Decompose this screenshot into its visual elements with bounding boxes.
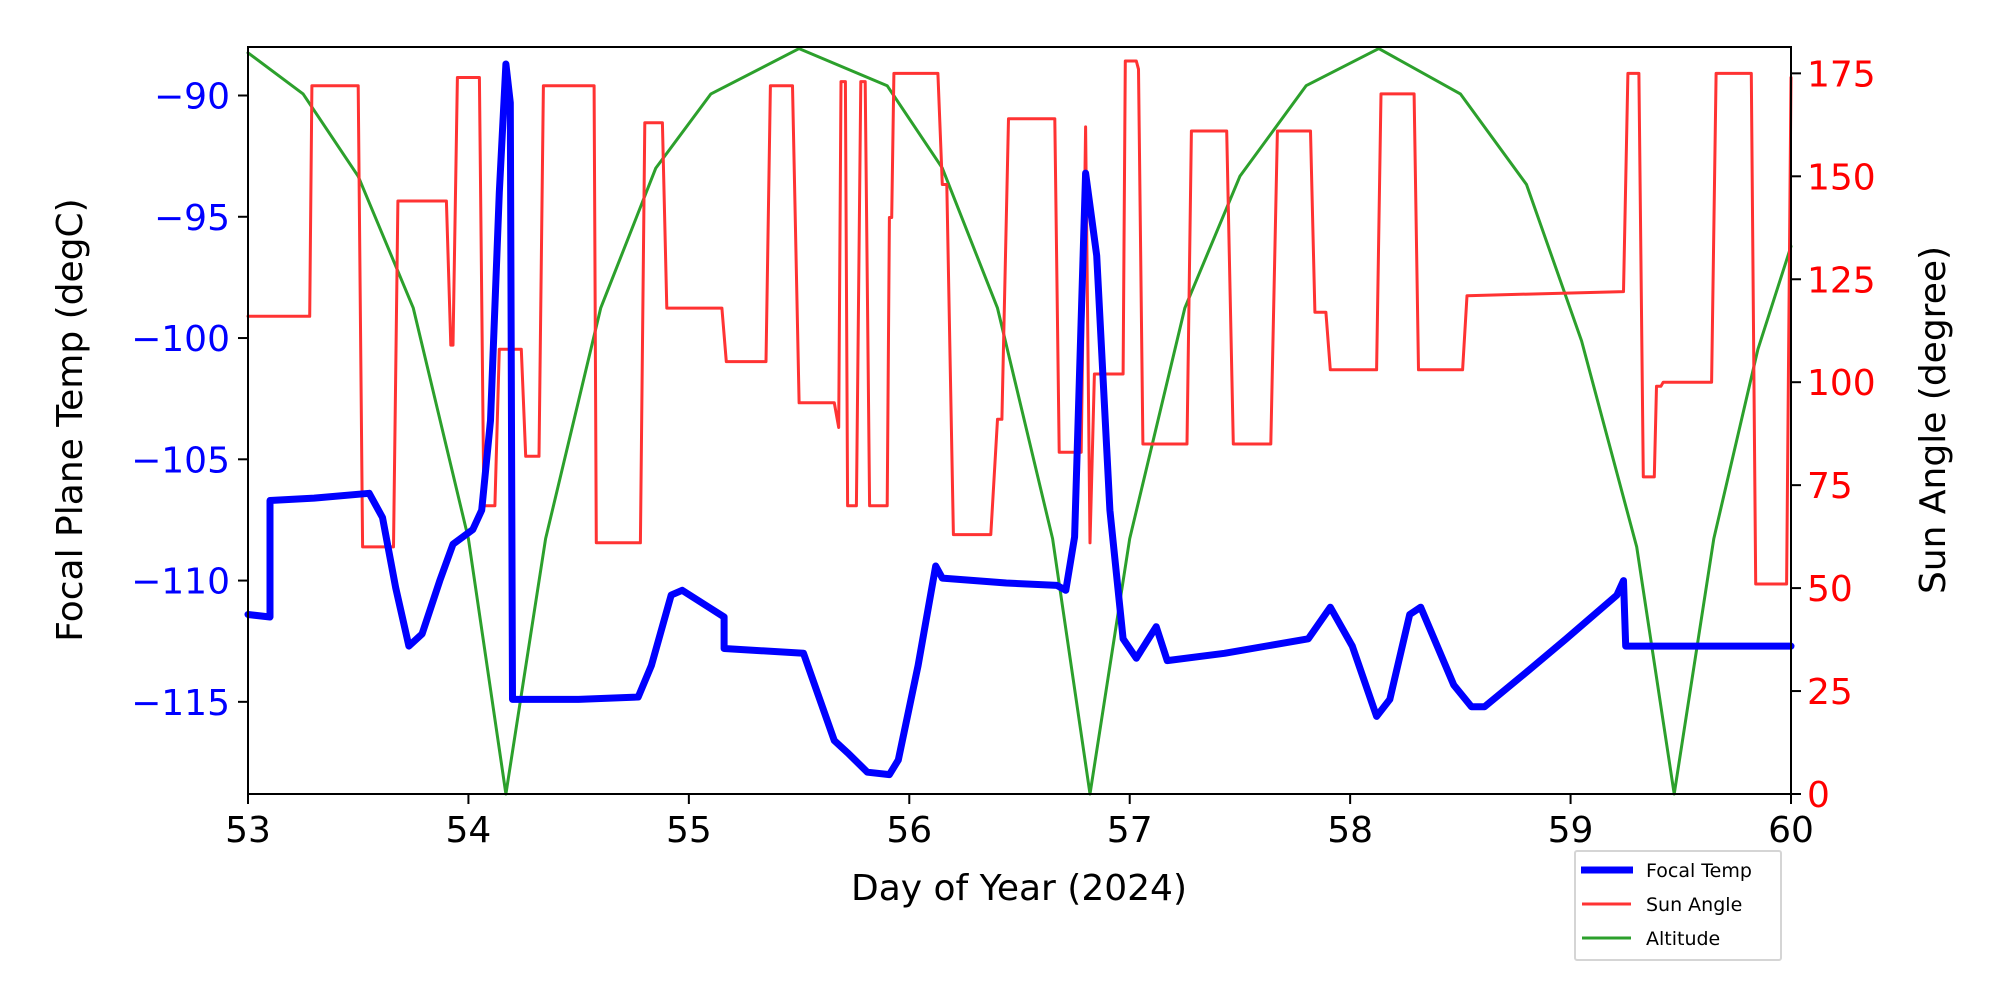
- y-tick-label-right: 0: [1807, 775, 1830, 816]
- legend-label-focal-temp: Focal Temp: [1646, 860, 1752, 882]
- plot-frame: [247, 46, 1792, 795]
- legend: Focal Temp Sun Angle Altitude: [1574, 850, 1782, 961]
- y-tick-label-left: −95: [154, 198, 230, 239]
- legend-label-sun-angle: Sun Angle: [1646, 894, 1742, 916]
- y-tick-label-left: −100: [131, 319, 230, 360]
- y-tick-label-left: −105: [131, 440, 230, 481]
- y-tick-label-right: 100: [1807, 363, 1876, 404]
- x-tick-label: 59: [1548, 810, 1594, 851]
- x-tick-label: 56: [886, 810, 932, 851]
- x-tick-label: 58: [1327, 810, 1373, 851]
- series-line-focal-temp: [244, 60, 1795, 779]
- y-tick-label-right: 150: [1807, 157, 1876, 198]
- y-tick-label-right: 50: [1807, 569, 1853, 610]
- legend-label-altitude: Altitude: [1646, 928, 1720, 950]
- axes-layer: 53 54 55 56 57 58 59 60 −90 −95 −100 −105 −110 −115 0 2…: [131, 54, 1876, 851]
- y-tick-label-right: 25: [1807, 672, 1853, 713]
- x-tick-label: 54: [446, 810, 492, 851]
- series-layer: [244, 47, 1795, 796]
- series-line-sun-angle: [246, 59, 1793, 586]
- legend-box: [1574, 850, 1782, 961]
- y-tick-label-right: 75: [1807, 466, 1853, 507]
- y-axis-label-left: Focal Plane Temp (degC): [50, 198, 91, 641]
- y-tick-label-right: 175: [1807, 54, 1876, 95]
- x-tick-label: 53: [225, 810, 271, 851]
- y-tick-label-right: 125: [1807, 260, 1876, 301]
- x-axis-label: Day of Year (2024): [851, 868, 1187, 909]
- x-tick-label: 55: [666, 810, 712, 851]
- series-line-altitude: [246, 47, 1793, 796]
- x-tick-label: 60: [1768, 810, 1814, 851]
- x-tick-label: 57: [1107, 810, 1153, 851]
- y-axis-label-right: Sun Angle (degree): [1913, 246, 1954, 594]
- y-tick-label-left: −115: [131, 683, 230, 724]
- y-tick-label-left: −90: [154, 77, 230, 118]
- y-tick-label-left: −110: [131, 562, 230, 603]
